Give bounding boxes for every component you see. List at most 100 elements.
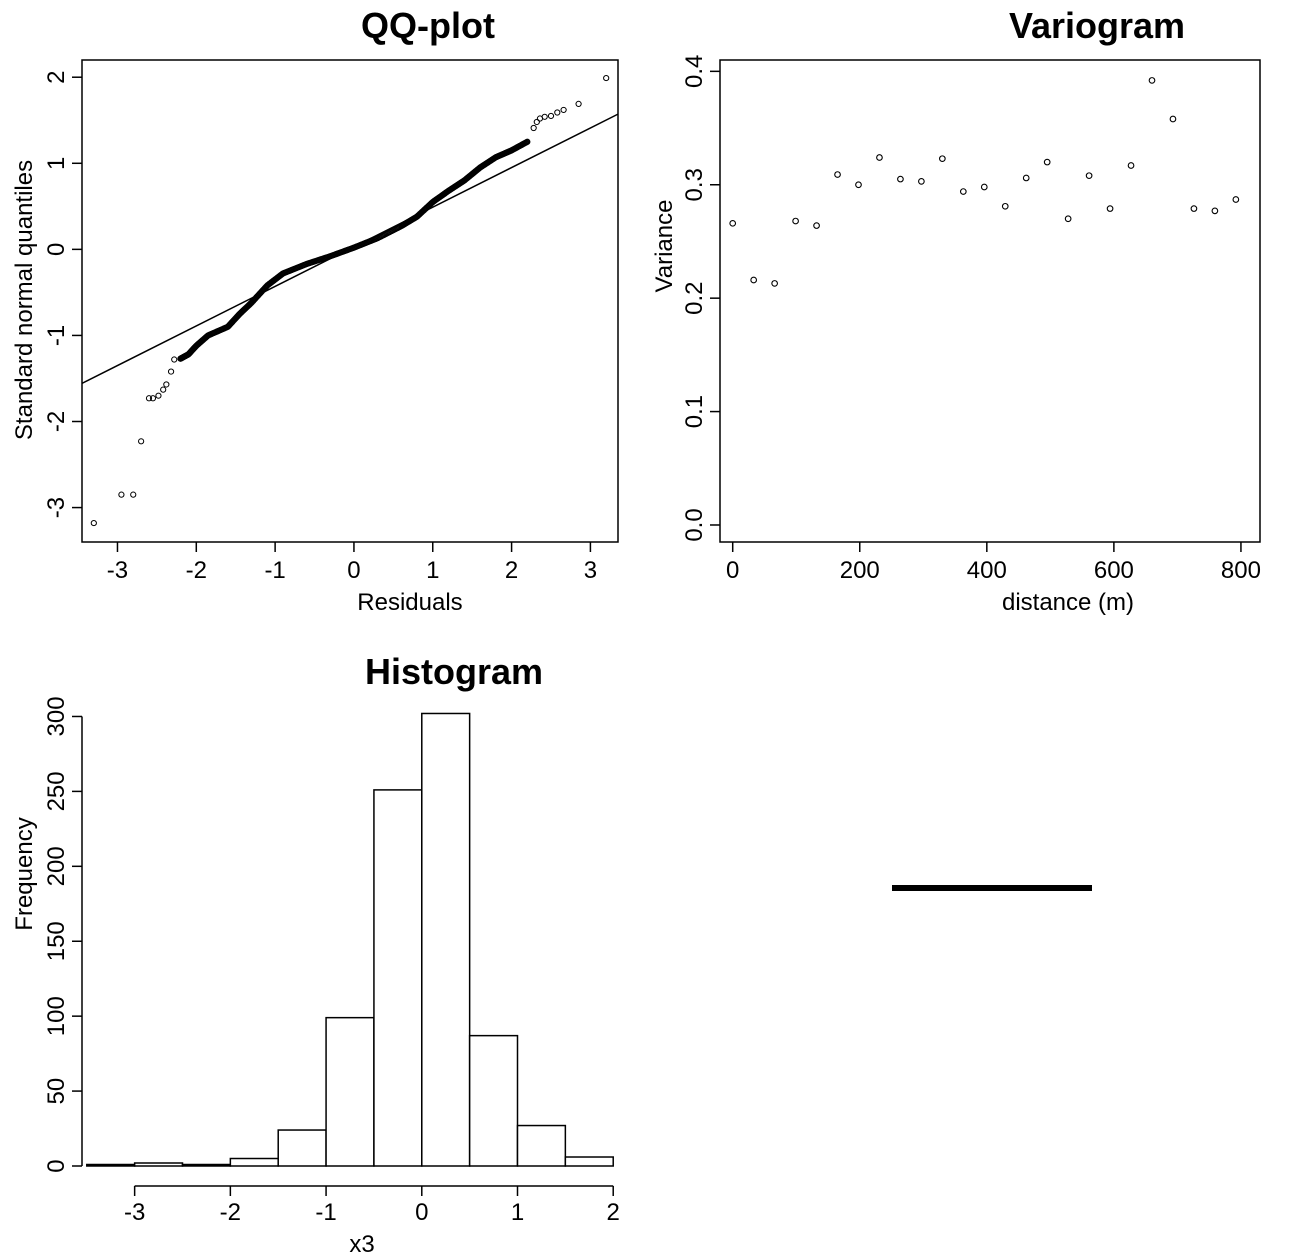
variogram-marks — [729, 77, 1240, 287]
qq-x-tick-label: 3 — [584, 557, 597, 584]
qq-point — [145, 395, 153, 402]
variogram-y-tick-label: 0.0 — [681, 508, 708, 541]
variogram-point — [1001, 202, 1009, 210]
histogram-x-tick-label: -1 — [315, 1199, 336, 1226]
qq-plot-y-label: Standard normal quantiles — [11, 160, 38, 440]
histogram-x-tick-label: 0 — [415, 1199, 428, 1226]
histogram-y-tick-label: 300 — [43, 696, 70, 736]
histogram-bar — [468, 1034, 519, 1167]
qq-point — [603, 74, 610, 82]
qq-point — [554, 109, 561, 116]
histogram-marks — [86, 712, 614, 1167]
qq-point — [160, 386, 167, 393]
variogram-point — [876, 154, 883, 161]
qq-point — [575, 100, 582, 107]
qq-point — [560, 106, 567, 114]
qq-point — [541, 113, 548, 120]
histogram-x-tick-label: 2 — [607, 1199, 620, 1226]
variogram-point — [813, 222, 820, 229]
histogram-x-tick-label: 1 — [511, 1199, 524, 1226]
qq-y-tick-label: 0 — [43, 243, 70, 256]
histogram-bar — [373, 789, 423, 1167]
variogram-y-label: Variance — [651, 200, 678, 293]
variogram-y-tick-label: 0.2 — [681, 281, 708, 314]
variogram-point — [1169, 115, 1177, 123]
variogram-point — [855, 181, 862, 189]
histogram-axes: -3 -2 -1 0 1 2 0 50 100 150 200 250 300 — [43, 696, 620, 1226]
qq-point — [171, 356, 178, 363]
qq-plot-axes: -3 -2 -1 0 1 2 3 -3 -2 -1 0 1 2 — [43, 71, 597, 584]
qq-plot-x-label: Residuals — [357, 589, 462, 616]
histogram-bar — [181, 1163, 232, 1167]
qq-point — [167, 368, 175, 375]
qq-y-tick-label: -1 — [43, 325, 70, 346]
variogram-x-tick-label: 600 — [1094, 557, 1134, 584]
qq-x-tick-label: 1 — [426, 557, 439, 584]
variogram-axes: 0 200 400 600 800 0.0 0.1 0.2 0.3 0.4 — [681, 55, 1261, 584]
variogram-x-label: distance (m) — [1002, 589, 1134, 616]
variogram-point — [1106, 205, 1114, 212]
variogram-point — [750, 276, 758, 284]
qq-point — [138, 438, 145, 445]
histogram-bar — [229, 1157, 279, 1167]
histogram-y-tick-label: 100 — [43, 996, 70, 1036]
histogram-bar — [277, 1129, 327, 1167]
histogram-title: Histogram — [365, 651, 543, 692]
qq-point — [90, 519, 97, 527]
qq-x-tick-label: -3 — [107, 557, 128, 584]
histogram-y-tick-label: 50 — [43, 1078, 70, 1105]
qq-y-tick-label: 2 — [43, 71, 70, 84]
variogram-y-tick-label: 0.1 — [681, 395, 708, 428]
histogram-bar — [133, 1162, 184, 1167]
qq-point — [118, 491, 125, 498]
variogram-y-tick-label: 0.4 — [681, 55, 708, 88]
histogram-x-tick-label: -3 — [124, 1199, 145, 1226]
variogram-point — [1043, 158, 1051, 166]
variogram-point — [1211, 207, 1219, 215]
histogram-bar — [564, 1156, 614, 1167]
qq-point — [533, 118, 540, 126]
histogram-y-tick-label: 0 — [43, 1159, 70, 1172]
qq-point — [130, 491, 137, 498]
variogram-point — [1127, 162, 1135, 169]
variogram-point — [1085, 172, 1093, 180]
variogram-point — [1190, 205, 1198, 212]
histogram-y-tick-label: 250 — [43, 771, 70, 811]
qq-point — [163, 381, 170, 388]
variogram-point — [959, 188, 967, 195]
qq-x-tick-label: -1 — [264, 557, 285, 584]
histogram-bar — [516, 1124, 567, 1167]
qq-point — [547, 112, 555, 120]
histogram-bar — [325, 1016, 375, 1167]
qq-plot-title: QQ-plot — [361, 5, 495, 46]
histogram-panel: Histogram -3 -2 -1 0 1 2 0 50 100 150 200 250 300 x3… — [11, 651, 620, 1258]
qq-y-tick-label: -2 — [43, 411, 70, 432]
variogram-point — [834, 171, 841, 178]
variogram-point — [897, 175, 904, 183]
variogram-point — [771, 280, 778, 287]
histogram-x-tick-label: -2 — [220, 1199, 241, 1226]
variogram-x-tick-label: 800 — [1221, 557, 1261, 584]
variogram-point — [918, 178, 925, 185]
histogram-bar — [86, 1163, 136, 1167]
variogram-point — [1148, 77, 1156, 84]
variogram-point — [1022, 174, 1030, 182]
variogram-point — [980, 183, 988, 191]
variogram-frame — [719, 59, 1261, 543]
qq-point — [530, 124, 537, 132]
histogram-y-tick-label: 200 — [43, 846, 70, 886]
qq-point — [149, 395, 157, 402]
variogram-point — [939, 155, 946, 163]
histogram-x-label: x3 — [349, 1231, 374, 1258]
qq-plot-marks — [81, 74, 619, 527]
variogram-y-tick-label: 0.3 — [681, 168, 708, 201]
variogram-x-tick-label: 400 — [967, 557, 1007, 584]
histogram-y-tick-label: 150 — [43, 921, 70, 961]
variogram-point — [1064, 215, 1072, 223]
histogram-bar — [421, 712, 471, 1167]
qq-point — [177, 355, 184, 362]
variogram-point — [792, 217, 799, 225]
variogram-x-tick-label: 0 — [726, 557, 739, 584]
qq-point — [155, 392, 162, 399]
